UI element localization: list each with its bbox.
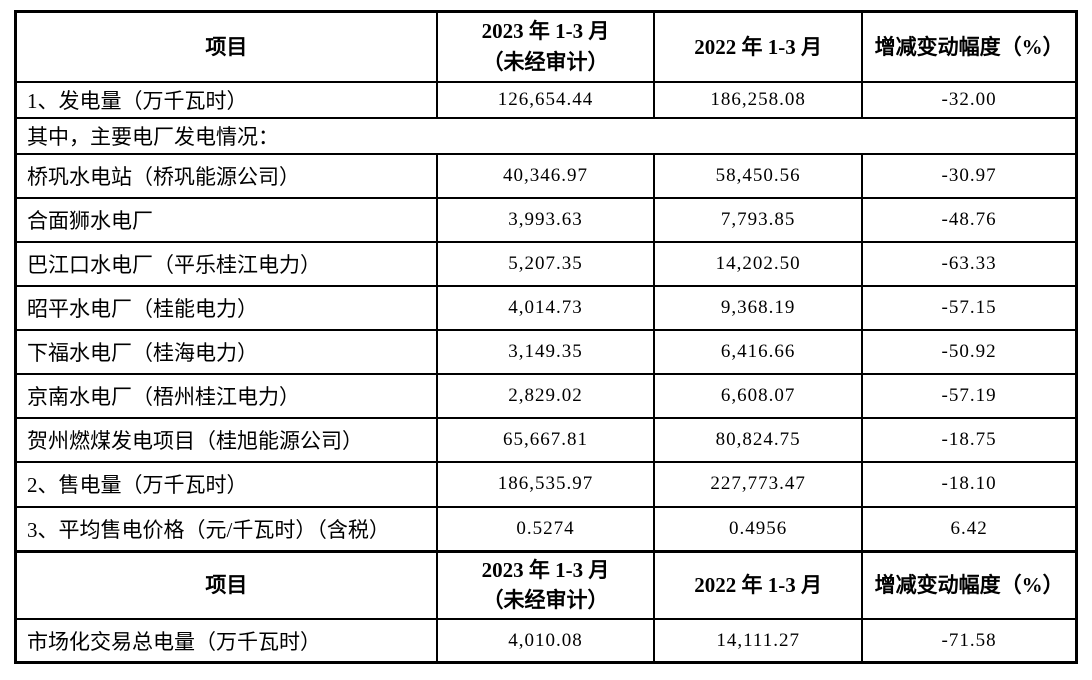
value-2023: 4,010.08 xyxy=(435,617,656,664)
value-change: -63.33 xyxy=(861,240,1078,287)
table-row-plant: 桥巩水电站（桥巩能源公司） 40,346.97 58,450.56 -30.97 xyxy=(14,152,1078,199)
table-row-plant: 贺州燃煤发电项目（桂旭能源公司） 65,667.81 80,824.75 -18… xyxy=(14,416,1078,463)
header-2023: 2023 年 1-3 月 （未经审计） xyxy=(435,10,656,83)
header-change: 增减变动幅度（%） xyxy=(861,549,1078,620)
value-2022: 227,773.47 xyxy=(653,460,864,508)
value-2022: 9,368.19 xyxy=(653,284,864,331)
table-row-average-price: 3、平均售电价格（元/千瓦时）（含税） 0.5274 0.4956 6.42 xyxy=(14,505,1078,553)
value-2023: 5,207.35 xyxy=(435,240,656,287)
value-2022: 14,202.50 xyxy=(653,240,864,287)
table-row-generation-total: 1、发电量（万千瓦时） 126,654.44 186,258.08 -32.00 xyxy=(14,80,1078,119)
row-label: 昭平水电厂（桂能电力） xyxy=(14,284,438,331)
value-change: -50.92 xyxy=(861,328,1078,375)
row-label: 合面狮水电厂 xyxy=(14,196,438,243)
header-2022: 2022 年 1-3 月 xyxy=(653,549,864,620)
row-label: 巴江口水电厂（平乐桂江电力） xyxy=(14,240,438,287)
value-2022: 7,793.85 xyxy=(653,196,864,243)
row-label: 桥巩水电站（桥巩能源公司） xyxy=(14,152,438,199)
header-2023-line1: 2023 年 1-3 月 xyxy=(481,558,610,582)
table-row-plant: 合面狮水电厂 3,993.63 7,793.85 -48.76 xyxy=(14,196,1078,243)
table-row-plant: 下福水电厂（桂海电力） 3,149.35 6,416.66 -50.92 xyxy=(14,328,1078,375)
value-2023: 126,654.44 xyxy=(435,80,656,119)
power-generation-table: 项目 2023 年 1-3 月 （未经审计） 2022 年 1-3 月 增减变动… xyxy=(14,10,1078,665)
value-change: -48.76 xyxy=(861,196,1078,243)
header-2023-line2: （未经审计） xyxy=(482,49,609,74)
row-label: 下福水电厂（桂海电力） xyxy=(14,328,438,375)
header-2023: 2023 年 1-3 月 （未经审计） xyxy=(435,549,656,620)
row-label: 3、平均售电价格（元/千瓦时）（含税） xyxy=(14,505,438,553)
value-2023: 2,829.02 xyxy=(435,372,656,419)
value-2023: 3,149.35 xyxy=(435,328,656,375)
header-2022: 2022 年 1-3 月 xyxy=(653,10,864,83)
header-2023-line2: （未经审计） xyxy=(482,588,609,613)
table-header-row: 项目 2023 年 1-3 月 （未经审计） 2022 年 1-3 月 增减变动… xyxy=(14,10,1078,83)
row-label: 2、售电量（万千瓦时） xyxy=(14,460,438,508)
header-item: 项目 xyxy=(14,549,438,620)
header-item: 项目 xyxy=(14,10,438,83)
row-label: 京南水电厂（梧州桂江电力） xyxy=(14,372,438,419)
table-row-plant: 京南水电厂（梧州桂江电力） 2,829.02 6,608.07 -57.19 xyxy=(14,372,1078,419)
value-2022: 58,450.56 xyxy=(653,152,864,199)
value-2023: 40,346.97 xyxy=(435,152,656,199)
value-2023: 65,667.81 xyxy=(435,416,656,463)
value-change: -71.58 xyxy=(861,617,1078,664)
value-2023: 4,014.73 xyxy=(435,284,656,331)
value-2023: 186,535.97 xyxy=(435,460,656,508)
value-change: -32.00 xyxy=(861,80,1078,119)
table-subheader-row: 其中，主要电厂发电情况： xyxy=(14,116,1078,155)
row-label: 贺州燃煤发电项目（桂旭能源公司） xyxy=(14,416,438,463)
value-2022: 186,258.08 xyxy=(653,80,864,119)
value-2022: 6,608.07 xyxy=(653,372,864,419)
subheader-label: 其中，主要电厂发电情况： xyxy=(14,116,1078,155)
value-2022: 80,824.75 xyxy=(653,416,864,463)
value-2023: 3,993.63 xyxy=(435,196,656,243)
value-2022: 6,416.66 xyxy=(653,328,864,375)
header-2023-line1: 2023 年 1-3 月 xyxy=(481,19,610,44)
row-label: 市场化交易总电量（万千瓦时） xyxy=(14,617,438,664)
table-row-market-traded: 市场化交易总电量（万千瓦时） 4,010.08 14,111.27 -71.58 xyxy=(14,617,1078,664)
table-row-plant: 昭平水电厂（桂能电力） 4,014.73 9,368.19 -57.15 xyxy=(14,284,1078,331)
table-row-sales-volume: 2、售电量（万千瓦时） 186,535.97 227,773.47 -18.10 xyxy=(14,460,1078,508)
value-2022: 0.4956 xyxy=(653,505,864,553)
value-change: -18.10 xyxy=(861,460,1078,508)
row-label: 1、发电量（万千瓦时） xyxy=(14,80,438,119)
value-change: 6.42 xyxy=(861,505,1078,553)
header-change: 增减变动幅度（%） xyxy=(861,10,1078,83)
table-header-row-2: 项目 2023 年 1-3 月 （未经审计） 2022 年 1-3 月 增减变动… xyxy=(14,549,1078,620)
value-2022: 14,111.27 xyxy=(653,617,864,664)
value-change: -18.75 xyxy=(861,416,1078,463)
value-2023: 0.5274 xyxy=(435,505,656,553)
value-change: -57.15 xyxy=(861,284,1078,331)
value-change: -57.19 xyxy=(861,372,1078,419)
table-row-plant: 巴江口水电厂（平乐桂江电力） 5,207.35 14,202.50 -63.33 xyxy=(14,240,1078,287)
value-change: -30.97 xyxy=(861,152,1078,199)
